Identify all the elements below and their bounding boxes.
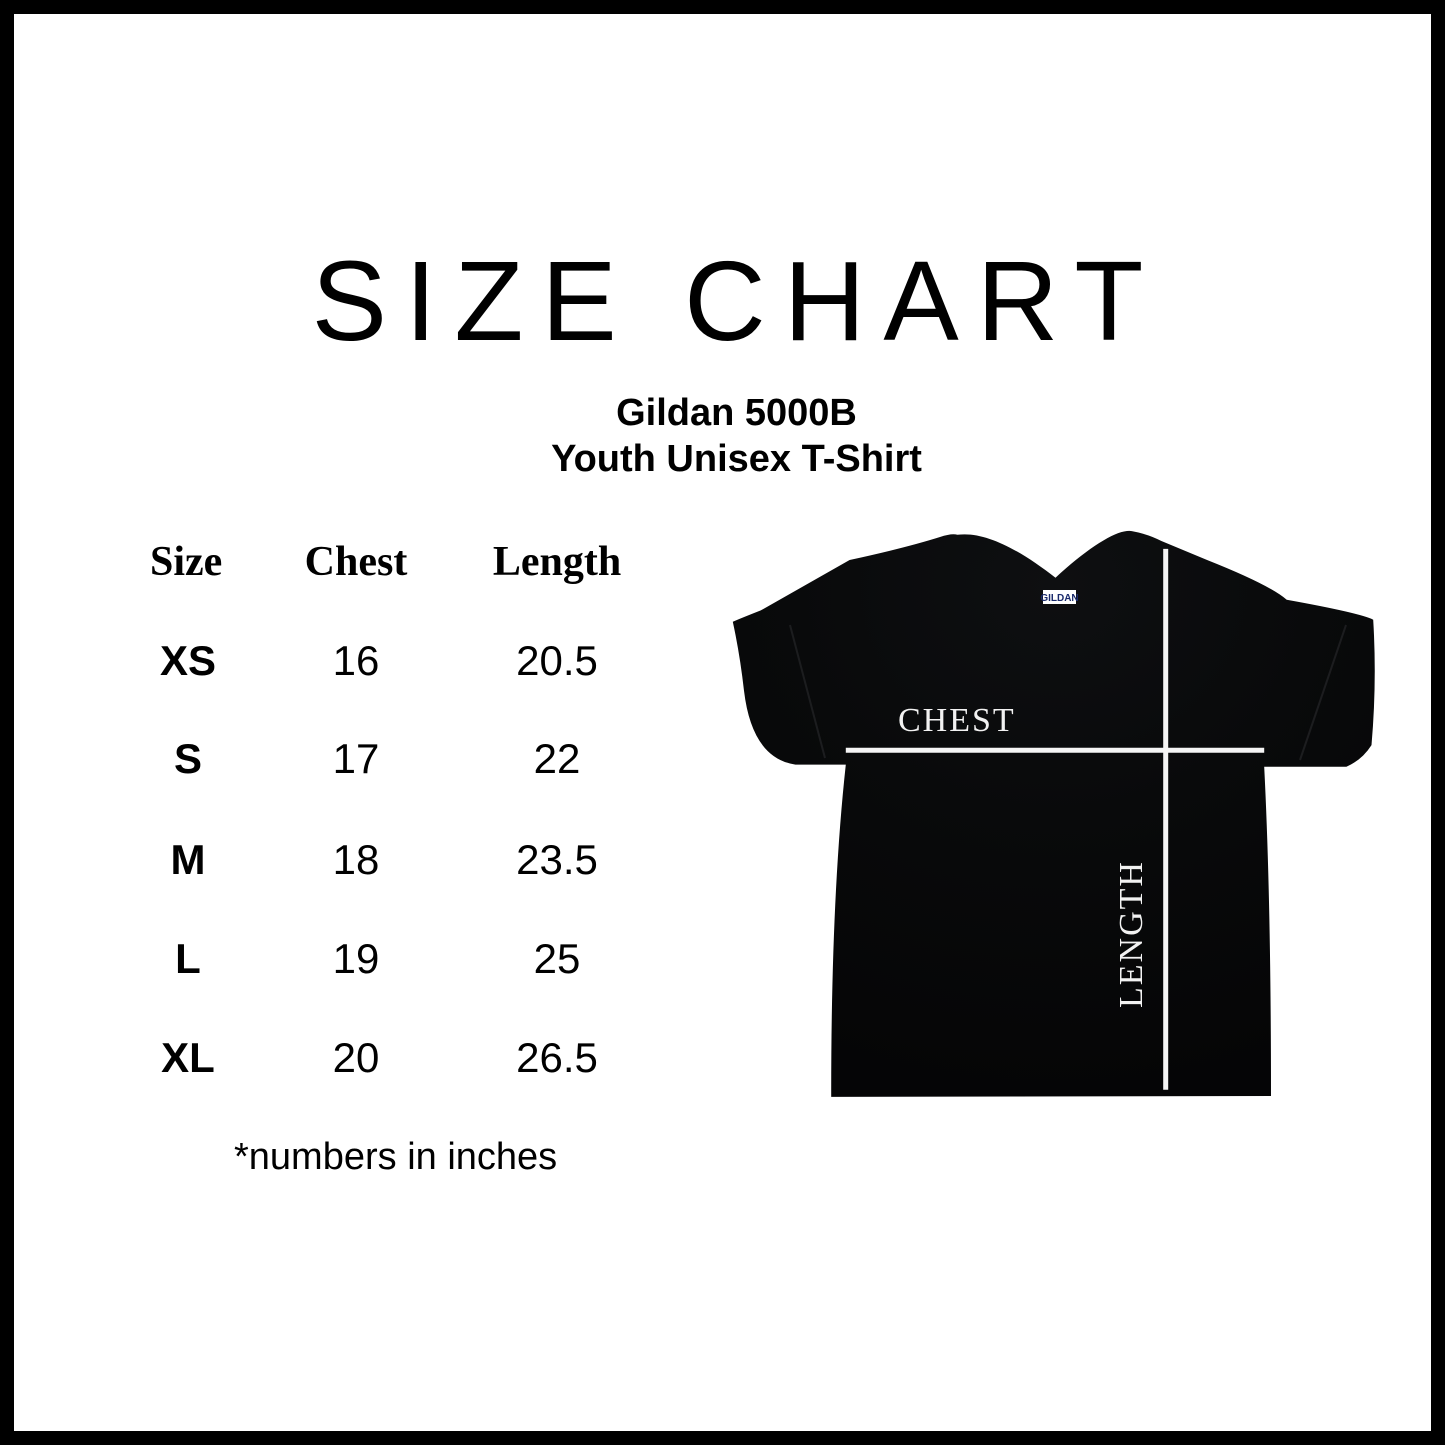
svg-text:LENGTH: LENGTH xyxy=(1113,860,1150,1008)
svg-text:GILDAN: GILDAN xyxy=(1040,593,1078,604)
svg-text:CHEST: CHEST xyxy=(898,702,1016,739)
